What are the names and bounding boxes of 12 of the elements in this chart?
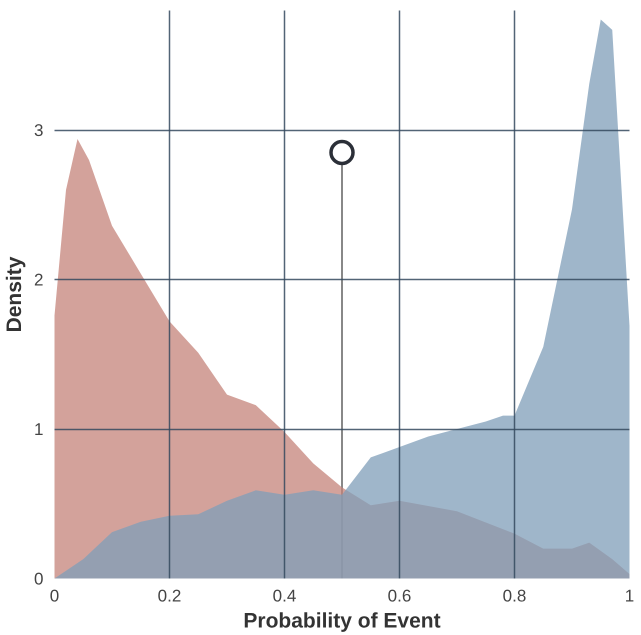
y-tick-label: 1 xyxy=(34,420,44,440)
x-tick-label: 0.2 xyxy=(158,586,182,606)
x-tick-label: 0.6 xyxy=(388,586,412,606)
x-tick-label: 0.4 xyxy=(272,586,296,606)
x-tick-label: 0 xyxy=(50,586,60,606)
y-tick-label: 2 xyxy=(34,270,44,290)
y-tick-label: 0 xyxy=(34,570,44,588)
y-tick-label: 3 xyxy=(34,121,44,140)
x-tick-label: 1 xyxy=(624,586,634,606)
y-axis-title: Density xyxy=(3,256,26,332)
x-tick-label: 0.8 xyxy=(502,586,526,606)
x-axis-title: Probability of Event xyxy=(243,610,441,632)
